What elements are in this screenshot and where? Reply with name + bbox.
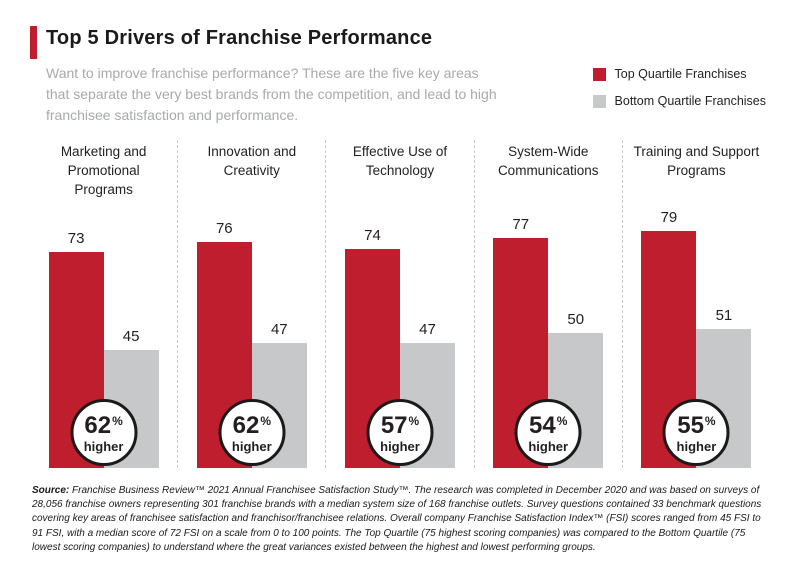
page-title: Top 5 Drivers of Franchise Performance: [46, 27, 433, 49]
source-text: Franchise Business Review™ 2021 Annual F…: [32, 485, 762, 553]
badge-number: 62: [84, 412, 112, 439]
legend-item-bottom-quartile: Bottom Quartile Franchises: [592, 94, 766, 108]
percent-higher-badge: 57% higher: [366, 399, 434, 466]
percent-sign: %: [260, 414, 271, 428]
badge-word: higher: [676, 439, 717, 454]
percent-higher-badge: 62% higher: [218, 399, 286, 466]
bar-area: 76 47 62% higher: [178, 202, 325, 468]
bottom-quartile-value: 51: [715, 307, 733, 324]
source-note: Source: Franchise Business Review™ 2021 …: [0, 468, 800, 555]
source-paragraph: Source: Franchise Business Review™ 2021 …: [32, 484, 768, 555]
bottom-quartile-value: 50: [567, 311, 585, 328]
badge-number: 62: [232, 412, 260, 439]
percent-sign: %: [408, 414, 420, 428]
legend-label-bottom-quartile: Bottom Quartile Franchises: [614, 94, 766, 108]
badge-word: higher: [380, 439, 420, 454]
badge-word: higher: [231, 439, 272, 454]
bar-area: 79 51 55% higher: [623, 202, 770, 468]
percent-sign: %: [112, 414, 123, 428]
bottom-quartile-value: 47: [419, 321, 436, 338]
title-accent-bar: [30, 26, 37, 59]
percent-higher-badge: 62% higher: [70, 399, 138, 466]
percent-sign: %: [556, 414, 568, 428]
category-label: System-Wide Communications: [497, 144, 599, 179]
legend-swatch-red: [592, 67, 606, 81]
badge-percent: 57%: [381, 414, 419, 438]
subtitle: Want to improve franchise performance? T…: [46, 65, 497, 123]
top-quartile-value: 74: [364, 227, 381, 244]
category-label: Marketing and Promotional Programs: [60, 144, 147, 198]
source-label: Source:: [32, 485, 70, 496]
category-label: Effective Use of Technology: [352, 144, 448, 179]
bar-group-training: Training and Support Programs 79 51 55% …: [621, 140, 770, 468]
header: Top 5 Drivers of Franchise Performance W…: [0, 0, 800, 126]
badge-word: higher: [83, 439, 124, 454]
top-quartile-value: 79: [660, 209, 678, 226]
top-quartile-value: 76: [215, 220, 233, 237]
category-label: Innovation and Creativity: [207, 144, 297, 179]
legend-swatch-gray: [592, 94, 606, 108]
legend-item-top-quartile: Top Quartile Franchises: [592, 67, 766, 81]
badge-number: 54: [529, 412, 556, 439]
top-quartile-value: 77: [512, 216, 530, 233]
bar-chart: Marketing and Promotional Programs 73 45…: [0, 140, 800, 468]
category-label: Training and Support Programs: [633, 144, 760, 179]
percent-sign: %: [704, 414, 716, 428]
bar-group-innovation: Innovation and Creativity 76 47 62% high…: [177, 140, 325, 468]
badge-percent: 62%: [233, 414, 271, 438]
bar-area: 73 45 62% higher: [30, 202, 177, 468]
badge-percent: 54%: [529, 414, 567, 438]
bar-area: 77 50 54% higher: [475, 202, 622, 468]
percent-higher-badge: 55% higher: [662, 399, 730, 466]
legend-label-top-quartile: Top Quartile Franchises: [614, 67, 747, 81]
badge-number: 57: [380, 412, 408, 439]
percent-higher-badge: 54% higher: [514, 399, 582, 466]
bar-group-marketing: Marketing and Promotional Programs 73 45…: [30, 140, 177, 468]
header-text: Top 5 Drivers of Franchise Performance W…: [46, 27, 498, 126]
badge-number: 55: [677, 412, 704, 439]
badge-percent: 55%: [677, 414, 715, 438]
badge-percent: 62%: [84, 414, 122, 438]
bar-group-technology: Effective Use of Technology 74 47 57% hi…: [325, 140, 473, 468]
bar-group-communications: System-Wide Communications 77 50 54% hig…: [473, 140, 622, 468]
badge-word: higher: [528, 439, 569, 454]
top-quartile-value: 73: [67, 230, 85, 247]
legend: Top Quartile Franchises Bottom Quartile …: [592, 67, 766, 108]
bottom-quartile-value: 45: [122, 328, 140, 345]
bar-area: 74 47 57% higher: [326, 202, 473, 468]
bottom-quartile-value: 47: [270, 321, 288, 338]
